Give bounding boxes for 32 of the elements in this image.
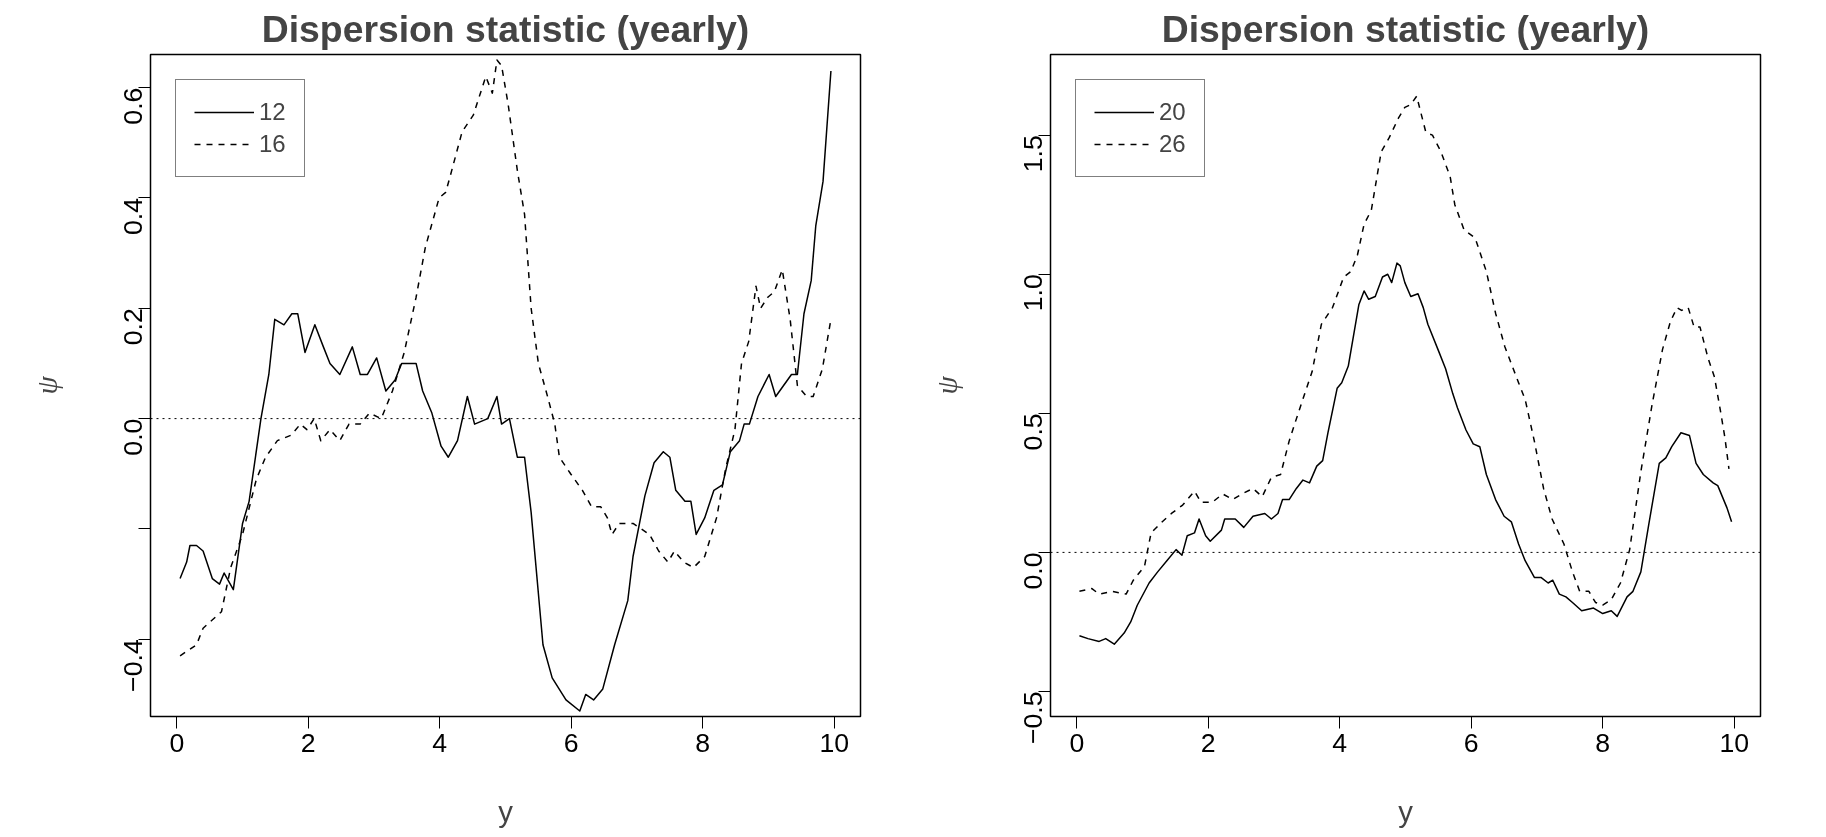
x-tick-label: 8 [695, 727, 711, 758]
x-tick-label: 6 [1463, 727, 1479, 758]
x-tick-label: 6 [563, 727, 579, 758]
y-tick-label: 1.0 [1018, 274, 1049, 312]
y-tick-label: 0.0 [1018, 552, 1049, 590]
y-tick-label: 0.4 [118, 197, 149, 235]
x-tick-label: 0 [169, 727, 185, 758]
x-tick-label: 8 [1595, 727, 1611, 758]
y-tick-label: 1.5 [1018, 135, 1049, 173]
x-tick-label: 0 [1069, 727, 1085, 758]
x-tick-label: 4 [432, 727, 448, 758]
legend-label: 26 [1159, 130, 1186, 158]
legend-label: 12 [259, 98, 286, 126]
legend-label: 16 [259, 130, 286, 158]
x-axis-title: y [498, 794, 514, 828]
x-tick-label: 10 [1719, 727, 1750, 758]
x-tick-label: 4 [1332, 727, 1348, 758]
x-tick-label: 10 [819, 727, 850, 758]
y-tick-label: 0.0 [118, 418, 149, 456]
chart-title: Dispersion statistic (yearly) [1161, 7, 1650, 50]
x-tick-label: 2 [300, 727, 316, 758]
y-tick-label: 0.5 [1018, 413, 1049, 451]
y-tick-label: 0.6 [118, 87, 149, 125]
y-tick-label: −0.5 [1018, 691, 1049, 745]
chart-title: Dispersion statistic (yearly) [261, 7, 750, 50]
y-tick-label: 0.2 [118, 308, 149, 346]
y-tick-label: −0.4 [118, 639, 149, 692]
x-axis-title: y [1398, 794, 1414, 828]
y-axis-title: ψ [930, 375, 963, 395]
legend-label: 20 [1159, 98, 1186, 126]
y-axis-title: ψ [30, 375, 63, 395]
x-tick-label: 2 [1200, 727, 1216, 758]
